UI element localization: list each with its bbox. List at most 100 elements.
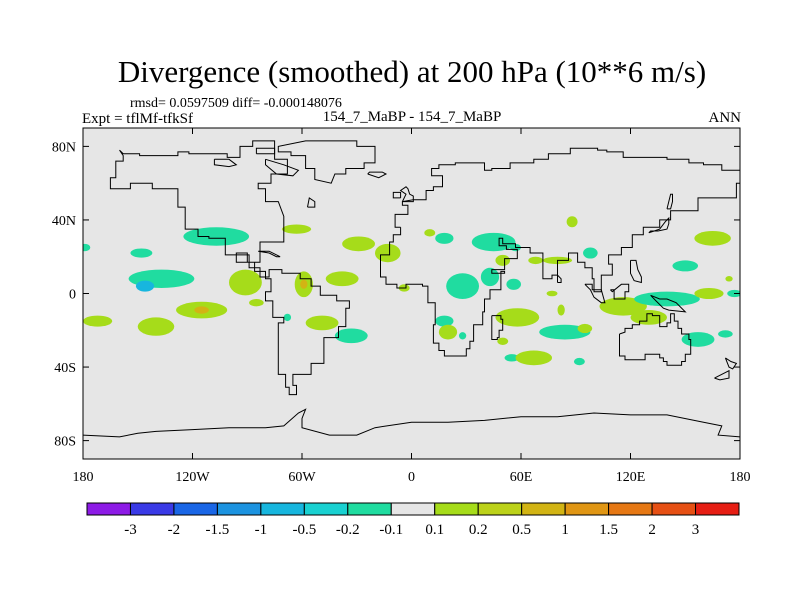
divergence-blob-31 <box>566 216 578 228</box>
divergence-blob-36 <box>438 324 458 340</box>
x-tick-label: 60W <box>288 470 316 485</box>
divergence-blob-7 <box>83 315 113 327</box>
case-label: 154_7_MaBP - 154_7_MaBP <box>323 109 502 125</box>
colorbar-label: -3 <box>124 522 137 538</box>
divergence-blob-51 <box>672 260 699 272</box>
coastline-17 <box>213 158 238 168</box>
coastline-5 <box>584 283 606 304</box>
divergence-blob-8 <box>137 317 175 336</box>
divergence-blob-44 <box>573 357 585 366</box>
divergence-blob-18 <box>342 236 376 252</box>
divergence-blob-17 <box>334 328 368 344</box>
divergence-blob-21 <box>424 229 436 237</box>
x-tick-label: 120E <box>616 470 646 485</box>
coastline-12 <box>557 273 562 283</box>
colorbar-swatch <box>129 502 175 516</box>
coastline-19 <box>255 147 276 155</box>
divergence-blob-10 <box>194 306 209 314</box>
divergence-blob-26 <box>495 254 511 266</box>
colorbar-label: -0.5 <box>292 522 316 538</box>
divergence-blob-16 <box>305 315 339 331</box>
colorbar-swatch <box>260 502 305 516</box>
divergence-blob-1 <box>130 248 153 258</box>
coastline-22 <box>258 250 281 258</box>
y-tick-label: 0 <box>69 288 76 303</box>
coastline-21 <box>666 193 673 210</box>
y-tick-label: 80N <box>52 140 76 155</box>
divergence-blob-43 <box>577 323 593 334</box>
divergence-blob-19 <box>375 243 401 263</box>
colorbar-swatch <box>173 502 218 516</box>
colorbar-swatch <box>521 502 566 516</box>
divergence-blob-37 <box>458 332 467 340</box>
divergence-blob-5 <box>229 269 262 296</box>
colorbar-label: -2 <box>168 522 181 538</box>
x-tick-label: 0 <box>408 470 415 485</box>
divergence-blob-14 <box>300 279 308 289</box>
colorbar-swatch <box>564 502 610 516</box>
colorbar-label: 1 <box>561 522 569 538</box>
axis-ticks: 180 120W 60W 0 60E 120E 180 80N 40N 0 40S 80S <box>52 128 751 485</box>
divergence-blob-50 <box>694 230 731 246</box>
divergence-blobs <box>83 216 740 366</box>
coastline-9 <box>399 186 414 203</box>
colorbar-label: -1 <box>255 522 268 538</box>
colorbar-swatch <box>651 502 697 516</box>
colorbar-swatch <box>390 502 436 516</box>
colorbar: -3 -2 -1.5 -1 -0.5 -0.2 -0.1 0.1 0.2 0.5 1 1.5 2 3 <box>86 502 740 538</box>
divergence-blob-33 <box>546 290 558 297</box>
divergence-blob-52 <box>725 276 733 282</box>
coastline-1 <box>380 147 740 357</box>
divergence-blob-22 <box>435 232 454 244</box>
colorbar-label: -1.5 <box>206 522 230 538</box>
coastline-2 <box>619 313 692 366</box>
coastline-16 <box>83 408 740 438</box>
colorbar-swatch <box>303 502 349 516</box>
coastline-0 <box>109 140 350 396</box>
colorbar-label: 3 <box>692 522 700 538</box>
chart-title: Divergence (smoothed) at 200 hPa (10**6 … <box>118 54 706 89</box>
divergence-blob-39 <box>497 337 509 345</box>
divergence-blob-53 <box>681 332 715 347</box>
divergence-blob-4 <box>183 227 250 246</box>
colorbar-swatch <box>477 502 523 516</box>
colorbar-label: 2 <box>648 522 656 538</box>
divergence-blob-34 <box>557 304 565 316</box>
divergence-blob-45 <box>599 297 647 316</box>
y-tick-label: 40N <box>52 214 76 229</box>
x-tick-label: 180 <box>730 470 751 485</box>
divergence-blob-32 <box>583 247 598 259</box>
divergence-blob-29 <box>528 256 543 265</box>
colorbar-label: -0.2 <box>336 522 360 538</box>
colorbar-swatch <box>695 502 740 516</box>
divergence-blob-15 <box>325 271 359 287</box>
coastline-7 <box>650 294 687 313</box>
coastline-8 <box>648 216 670 234</box>
divergence-blob-6 <box>281 224 312 234</box>
coastline-20 <box>307 197 316 208</box>
y-tick-label: 40S <box>54 361 76 376</box>
divergence-blob-35 <box>435 315 454 327</box>
colorbar-swatch <box>434 502 479 516</box>
map-background <box>83 128 740 459</box>
divergence-blob-24 <box>446 273 480 300</box>
divergence-blob-48 <box>694 287 724 300</box>
season-label: ANN <box>709 110 742 126</box>
coastline-10 <box>392 191 402 199</box>
colorbar-swatch <box>86 502 131 516</box>
x-tick-label: 180 <box>73 470 94 485</box>
coastline-14 <box>714 369 730 381</box>
divergence-blob-46 <box>630 310 667 325</box>
x-tick-label: 120W <box>175 470 210 485</box>
colorbar-swatch <box>216 502 262 516</box>
coastline-11 <box>367 171 388 179</box>
divergence-blob-12 <box>283 313 292 322</box>
coastlines <box>83 140 740 438</box>
colorbar-swatch <box>608 502 653 516</box>
colorbar-swatch <box>347 502 392 516</box>
coastline-18 <box>265 158 300 177</box>
divergence-blob-54 <box>718 330 733 338</box>
coastline-15 <box>724 357 738 370</box>
stats-label: rmsd= 0.0597509 diff= -0.000148076 <box>130 96 342 111</box>
